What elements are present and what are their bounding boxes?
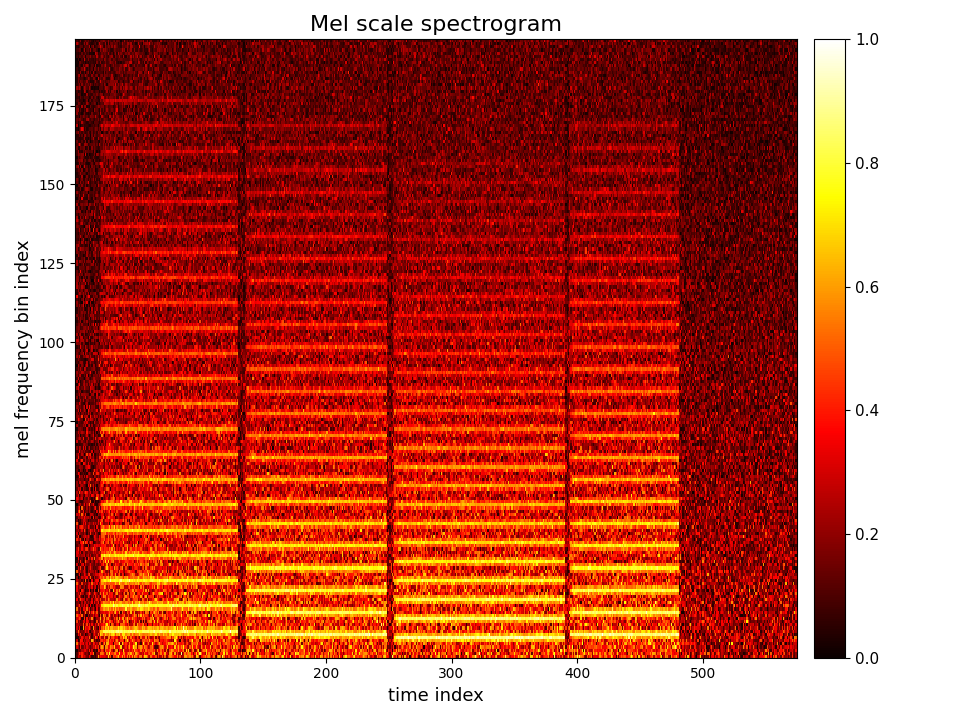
X-axis label: time index: time index — [388, 687, 484, 705]
Title: Mel scale spectrogram: Mel scale spectrogram — [310, 15, 562, 35]
Y-axis label: mel frequency bin index: mel frequency bin index — [15, 239, 33, 458]
